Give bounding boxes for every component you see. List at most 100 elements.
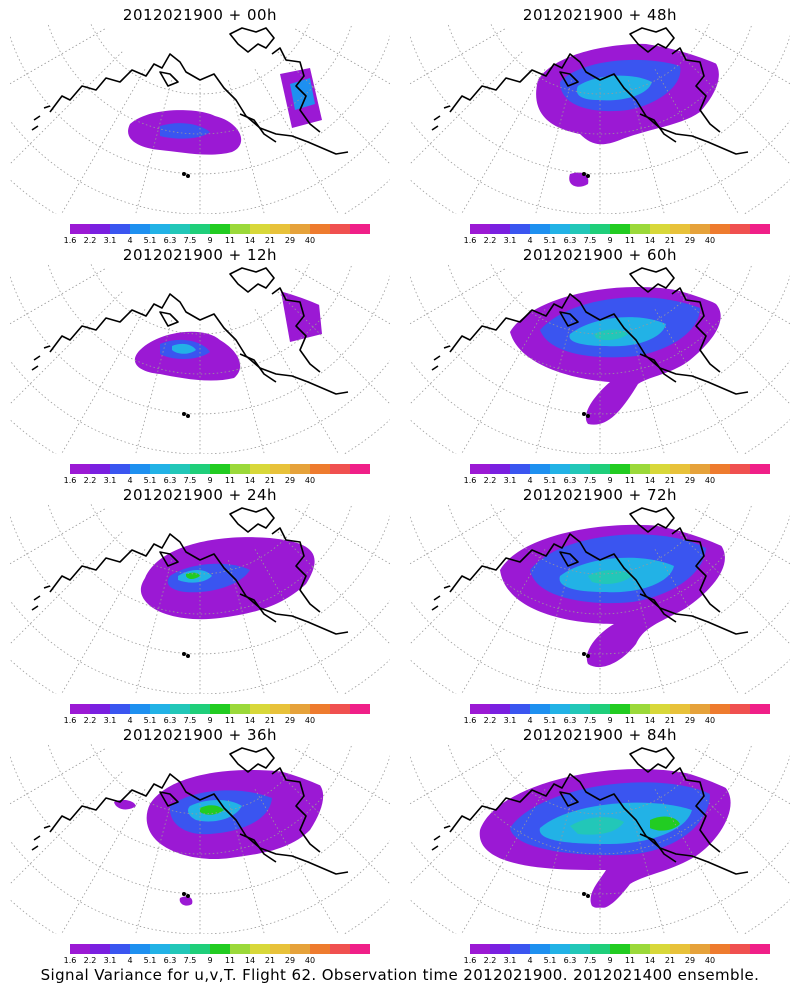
colorbar-swatch: [310, 224, 330, 234]
colorbar-swatch: [70, 224, 90, 234]
figure-caption: Signal Variance for u,v,T. Flight 62. Ob…: [40, 966, 760, 984]
colorbar-swatch: [110, 944, 130, 954]
colorbar-swatch: [110, 224, 130, 234]
colorbar-tick-label: 9: [607, 236, 613, 245]
colorbar-swatch: [330, 704, 350, 714]
colorbar-swatch: [250, 704, 270, 714]
colorbar-swatch: [470, 224, 490, 234]
colorbar-tick-label: 4: [527, 716, 533, 725]
shaded-field: [510, 287, 721, 425]
colorbar-tick-label: 4: [527, 956, 533, 965]
colorbar-tick-label: 3.1: [103, 236, 117, 245]
coastlines: [31, 747, 349, 899]
shaded-field: [536, 43, 719, 187]
colorbar-tick-label: 11: [624, 236, 636, 245]
colorbar-swatch: [230, 704, 250, 714]
colorbar-swatch: [270, 944, 290, 954]
colorbar-swatch: [630, 944, 650, 954]
colorbar-tick-label: 14: [644, 476, 656, 485]
panel-72h: 2012021900 + 72h 1.6 2.2 3.1 4 5.1 6.3 7.5 9 11 1…: [410, 482, 790, 725]
colorbar-swatch: [750, 704, 770, 714]
colorbar-tick-label: 29: [684, 956, 696, 965]
shaded-field: [128, 68, 322, 155]
coastlines: [431, 27, 749, 179]
colorbar-tick-label: 7.5: [583, 716, 597, 725]
colorbar-swatch: [250, 944, 270, 954]
colorbar-tick-label: 29: [284, 956, 296, 965]
colorbar-tick-label: 3.1: [103, 716, 117, 725]
colorbar-tick-label: 4: [127, 236, 133, 245]
colorbar-swatch: [290, 704, 310, 714]
colorbar-tick-label: 2.2: [483, 956, 497, 965]
colorbar-tick-label: 6.3: [163, 956, 177, 965]
colorbar-tick-label: 40: [304, 236, 316, 245]
colorbar-tick-label: 21: [664, 956, 676, 965]
colorbar-tick-label: 2.2: [83, 476, 97, 485]
colorbar-swatch: [90, 704, 110, 714]
colorbar-tick-label: 6.3: [163, 716, 177, 725]
graticule: [10, 264, 390, 454]
colorbar-tick-label: 29: [684, 716, 696, 725]
colorbar-tick-label: 29: [284, 476, 296, 485]
colorbar-tick-label: 40: [704, 716, 716, 725]
colorbar-swatch: [130, 944, 150, 954]
colorbar-tick-label: 14: [644, 236, 656, 245]
map-60h: [410, 264, 790, 454]
colorbar-tick-label: 11: [624, 956, 636, 965]
colorbar-swatch: [310, 944, 330, 954]
colorbar-swatch: [670, 944, 690, 954]
colorbar-tick-label: 6.3: [563, 236, 577, 245]
colorbar-tick-label: 1.6: [463, 236, 477, 245]
colorbar-tick-label: 11: [224, 716, 236, 725]
colorbar-swatch: [550, 944, 570, 954]
colorbar-swatch: [630, 464, 650, 474]
colorbar-swatch: [470, 464, 490, 474]
colorbar-tick-label: 7.5: [583, 956, 597, 965]
colorbar-swatch: [270, 224, 290, 234]
colorbar: [70, 704, 370, 714]
panel-48h: 2012021900 + 48h 1.6 2.2 3.1 4 5.1 6.3 7.5 9 11 1…: [410, 2, 790, 245]
colorbar-swatch: [90, 224, 110, 234]
panel-title: 2012021900 + 00h: [122, 6, 278, 24]
colorbar-swatch: [150, 704, 170, 714]
colorbar-swatch: [590, 704, 610, 714]
map-12h: [10, 264, 390, 454]
colorbar-tick-label: 40: [304, 956, 316, 965]
colorbar-swatch: [690, 704, 710, 714]
colorbar-tick-label: 6.3: [563, 956, 577, 965]
colorbar-tick-label: 40: [704, 236, 716, 245]
colorbar-swatch: [710, 464, 730, 474]
colorbar: [470, 704, 770, 714]
colorbar-swatch: [550, 704, 570, 714]
colorbar-swatch: [570, 704, 590, 714]
colorbar-tick-label: 9: [207, 236, 213, 245]
colorbar-tick-label: 5.1: [143, 236, 157, 245]
colorbar-swatch: [330, 944, 350, 954]
colorbar-swatch: [290, 224, 310, 234]
coastlines: [31, 27, 349, 179]
variance-contour: [650, 816, 680, 831]
colorbar-tick-label: 3.1: [103, 476, 117, 485]
colorbar-swatch: [710, 944, 730, 954]
graticule: [10, 24, 390, 214]
colorbar-tick-label: 2.2: [483, 716, 497, 725]
colorbar-swatch: [570, 944, 590, 954]
colorbar-swatch: [210, 704, 230, 714]
colorbar-tick-label: 7.5: [583, 236, 597, 245]
colorbar-tick-label: 21: [664, 716, 676, 725]
colorbar-swatch: [330, 464, 350, 474]
colorbar-swatch: [670, 704, 690, 714]
colorbar-swatch: [670, 464, 690, 474]
colorbar-swatch: [610, 704, 630, 714]
colorbar-tick-label: 5.1: [543, 716, 557, 725]
variance-contour: [576, 75, 652, 101]
colorbar-swatch: [710, 224, 730, 234]
colorbar-tick-label: 4: [127, 956, 133, 965]
colorbar-swatch: [650, 464, 670, 474]
colorbar-swatch: [490, 464, 510, 474]
colorbar-tick-label: 40: [704, 956, 716, 965]
colorbar-tick-label: 6.3: [163, 476, 177, 485]
colorbar-swatch: [590, 944, 610, 954]
variance-contour: [179, 896, 193, 906]
shaded-field: [500, 524, 725, 668]
